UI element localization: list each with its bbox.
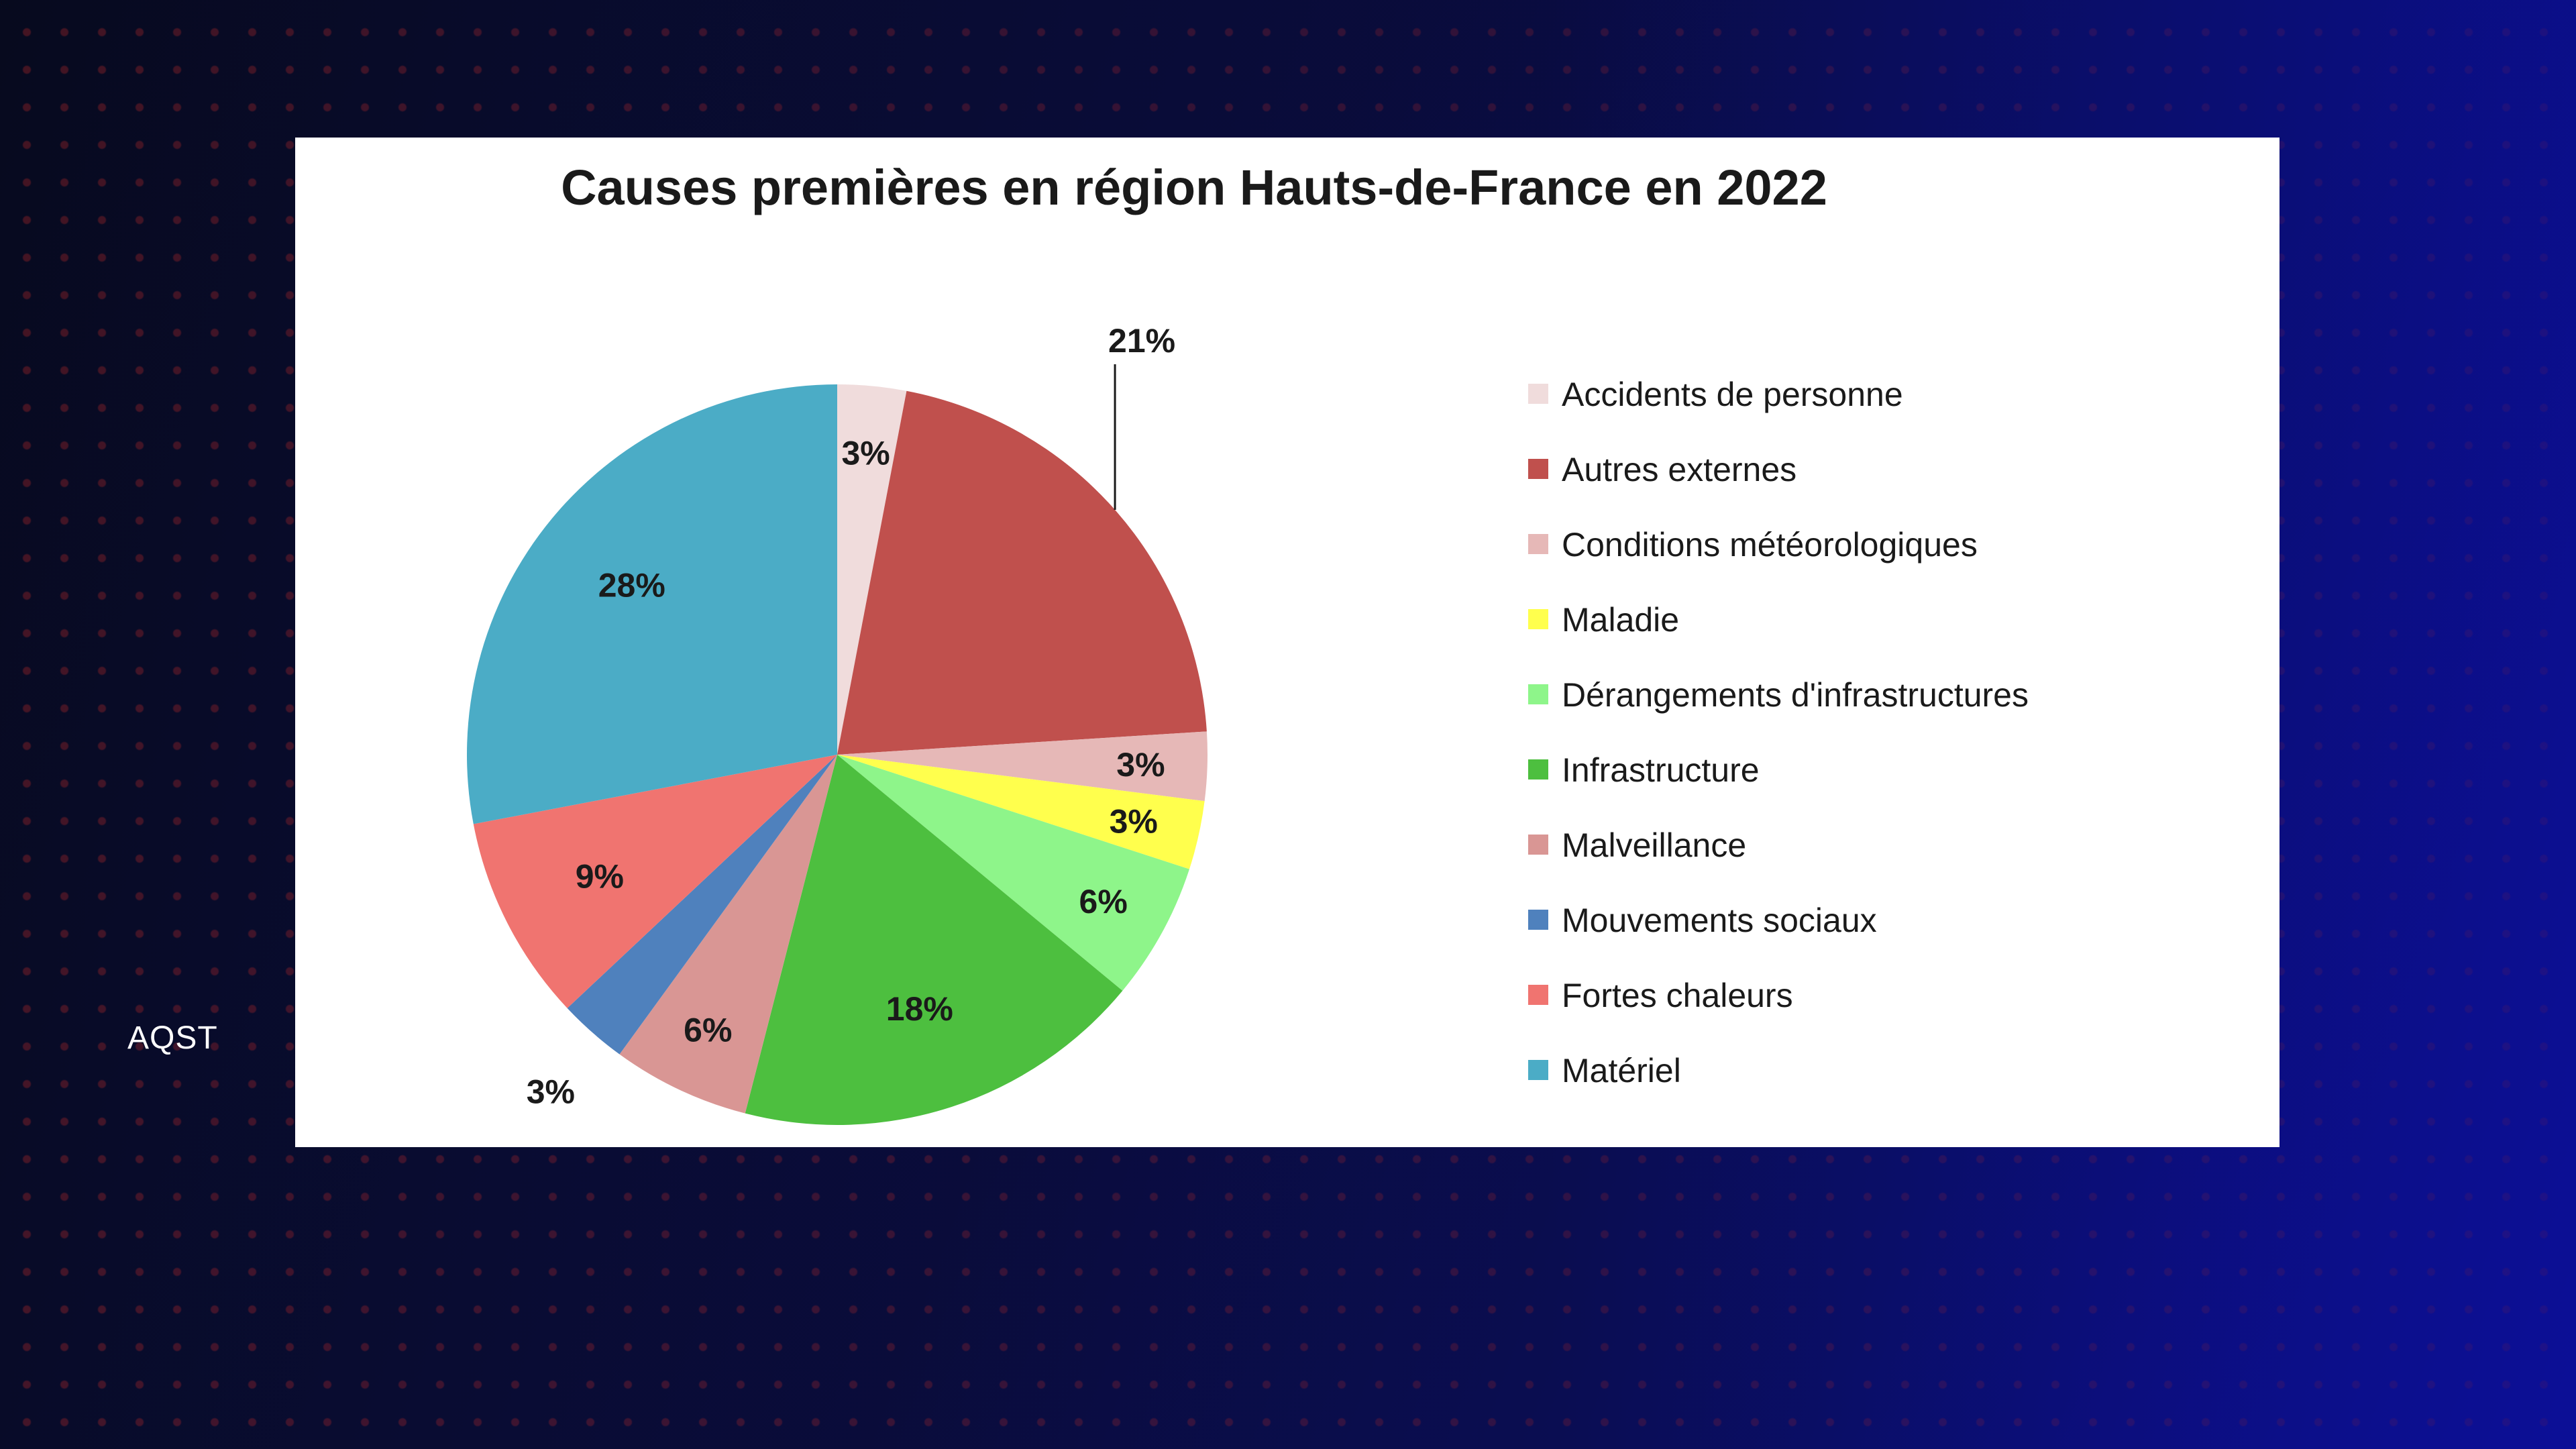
slice-value-label: 6% [684,1012,732,1049]
pie-slice-2 [837,390,1207,755]
legend-swatch [1528,985,1548,1005]
legend-label: Maladie [1562,601,1679,639]
legend-swatch [1528,609,1548,629]
pie-slice-9 [473,755,837,1008]
watermark-label: AQST [127,1020,218,1056]
slice-value-label: 18% [886,990,953,1028]
slice-value-label: 3% [1116,746,1165,784]
legend-swatch [1528,534,1548,554]
slice-value-label: 28% [598,567,665,604]
legend-item: Matériel [1528,1052,1681,1089]
legend-item: Malveillance [1528,826,1746,864]
pie-slices [467,384,1208,1125]
slice-value-label: 3% [841,434,890,472]
pie-slice-1 [837,384,907,755]
legend-swatch [1528,910,1548,930]
slice-value-label: 21% [1108,322,1175,360]
percent-labels: 3% 21% 3% 3% 6% 18% 6% 3% 9% 28% [527,322,1175,1110]
legend-swatch [1528,459,1548,479]
legend-item: Mouvements sociaux [1528,902,1877,939]
legend-label: Matériel [1562,1052,1681,1089]
legend-label: Malveillance [1562,826,1746,864]
legend-swatch [1528,1060,1548,1080]
legend-swatch [1528,759,1548,780]
legend-item: Conditions météorologiques [1528,526,1978,564]
pie-slice-7 [619,755,837,1114]
legend-item: Autres externes [1528,451,1796,488]
legend-item: Infrastructure [1528,751,1760,789]
slice-value-label: 3% [527,1073,575,1110]
legend-label: Infrastructure [1562,751,1760,789]
legend-swatch [1528,384,1548,404]
pie-slice-3 [837,731,1208,802]
pie-slice-6 [745,755,1123,1125]
pie-slice-10 [467,384,837,824]
legend-label: Conditions météorologiques [1562,526,1978,564]
legend-item: Accidents de personne [1528,376,1903,413]
legend-item: Fortes chaleurs [1528,977,1793,1014]
pie-chart: Causes premières en région Hauts-de-Fran… [467,160,2029,1125]
legend-label: Dérangements d'infrastructures [1562,676,2029,714]
legend-label: Mouvements sociaux [1562,902,1877,939]
chart-panel: Causes premières en région Hauts-de-Fran… [295,138,2279,1147]
legend-label: Fortes chaleurs [1562,977,1793,1014]
legend-item: Maladie [1528,601,1679,639]
legend-swatch [1528,835,1548,855]
slice-value-label: 6% [1079,883,1128,920]
legend-label: Accidents de personne [1562,376,1903,413]
pie-slice-4 [837,755,1205,869]
legend-item: Dérangements d'infrastructures [1528,676,2029,714]
chart-title: Causes premières en région Hauts-de-Fran… [561,160,1827,215]
legend-swatch [1528,684,1548,704]
chart-legend: Accidents de personne Autres externes Cond… [1528,376,2029,1089]
pie-slice-8 [567,755,837,1055]
slice-value-label: 9% [576,857,624,895]
pie-slice-5 [837,755,1189,991]
slice-value-label: 3% [1110,803,1158,841]
legend-label: Autres externes [1562,451,1796,488]
